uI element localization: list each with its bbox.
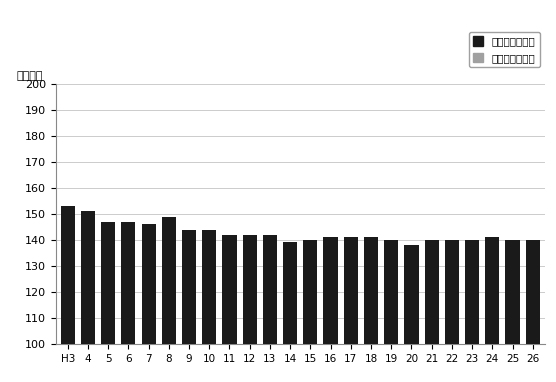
Legend: 所定内労働時間, 所定外労働時間: 所定内労働時間, 所定外労働時間 xyxy=(469,32,540,67)
Text: （時間）: （時間） xyxy=(17,71,43,81)
Bar xyxy=(242,235,257,344)
Bar xyxy=(101,222,115,344)
Bar xyxy=(404,245,419,344)
Bar xyxy=(202,230,216,344)
Bar xyxy=(324,237,337,344)
Bar xyxy=(445,240,459,344)
Bar xyxy=(344,237,358,344)
Bar xyxy=(263,235,277,344)
Bar xyxy=(81,211,95,344)
Bar xyxy=(283,243,297,344)
Bar xyxy=(222,235,236,344)
Bar xyxy=(61,206,75,344)
Bar xyxy=(525,240,540,344)
Bar xyxy=(465,240,479,344)
Bar xyxy=(162,217,176,344)
Bar xyxy=(485,237,499,344)
Bar xyxy=(364,237,378,344)
Bar xyxy=(182,230,196,344)
Bar xyxy=(425,240,439,344)
Bar xyxy=(303,240,317,344)
Bar xyxy=(384,240,398,344)
Bar xyxy=(505,240,520,344)
Bar xyxy=(142,224,156,344)
Bar xyxy=(121,222,136,344)
